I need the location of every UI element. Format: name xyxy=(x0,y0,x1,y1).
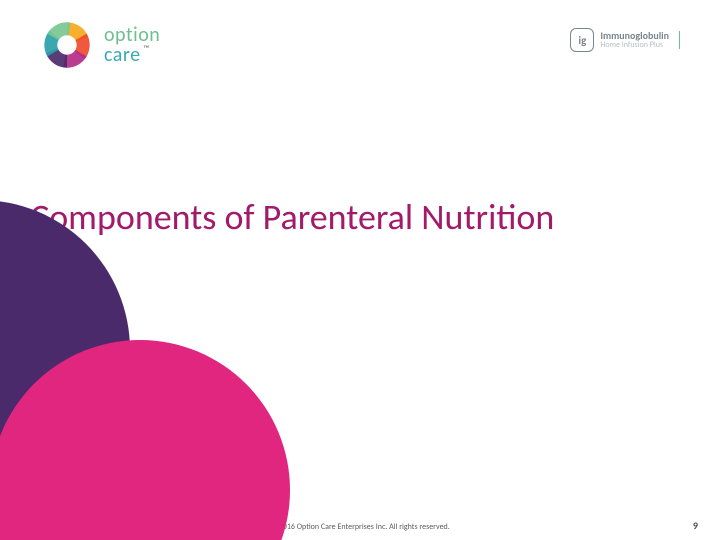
header: option care™ ig Immunoglobulin Home Infu… xyxy=(0,0,720,80)
brand-line2-wrap: care™ xyxy=(104,45,160,65)
ig-badge-icon: ig xyxy=(570,28,594,52)
logo-ig: ig Immunoglobulin Home Infusion Plus xyxy=(570,28,680,52)
brand-tm: ™ xyxy=(144,44,150,54)
brand-line1: option xyxy=(104,25,160,45)
logo-option-care: option care™ xyxy=(40,18,160,72)
swirl-icon xyxy=(40,18,94,72)
copyright-text: © 2016 Option Care Enterprises Inc. All … xyxy=(270,522,450,532)
brand-line2: care xyxy=(104,43,141,67)
page-title: Components of Parenteral Nutrition xyxy=(30,195,690,239)
ig-text: Immunoglobulin Home Infusion Plus xyxy=(600,31,669,50)
ig-separator-icon xyxy=(679,31,680,49)
ig-line2: Home Infusion Plus xyxy=(600,41,669,49)
decorative-circles xyxy=(0,240,300,540)
page-number: 9 xyxy=(693,519,698,532)
brand-text: option care™ xyxy=(104,25,160,65)
slide: option care™ ig Immunoglobulin Home Infu… xyxy=(0,0,720,540)
